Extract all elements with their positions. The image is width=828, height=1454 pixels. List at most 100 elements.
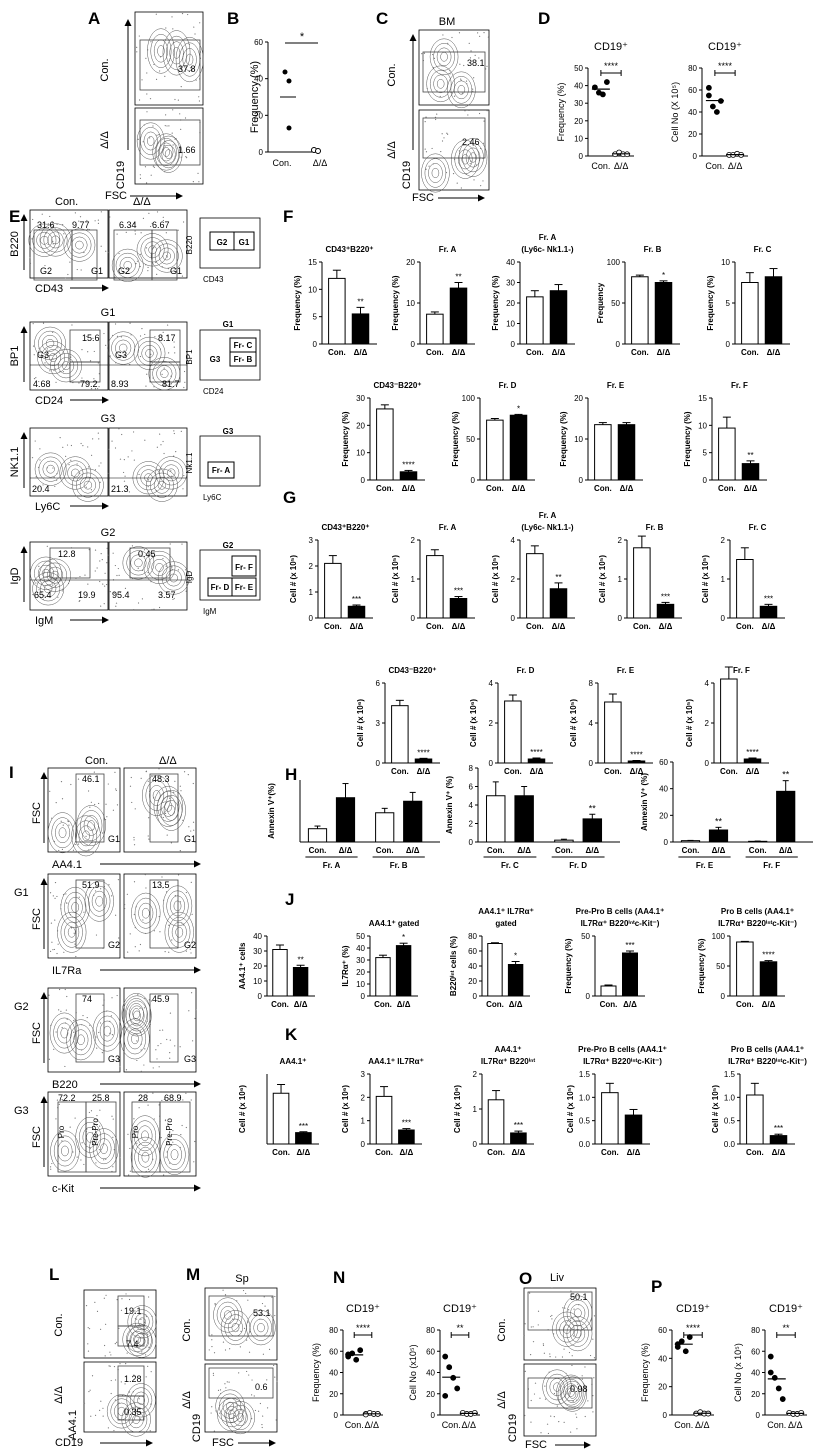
- gate: [527, 1377, 593, 1409]
- y-tick-label: 60: [254, 38, 263, 47]
- event-dot: [104, 1355, 106, 1357]
- event-dot: [61, 1098, 63, 1101]
- gate-value: 0.45: [138, 549, 156, 559]
- contour-line: [37, 340, 69, 375]
- event-dot: [62, 446, 64, 448]
- y-tick-label: 20: [574, 394, 583, 403]
- gate-value: 15.6: [82, 333, 100, 343]
- y-axis-label: B220ⁱⁿᵗ cells (%): [448, 936, 458, 996]
- chart-g-6: [382, 682, 440, 764]
- event-dot: [147, 780, 149, 782]
- row-gate-label: G1: [14, 887, 29, 899]
- col-label-dd: Δ/Δ: [133, 196, 151, 208]
- contour-line: [150, 34, 172, 68]
- event-dot: [107, 1427, 109, 1429]
- event-dot: [190, 1099, 192, 1101]
- gate-value: 2.46: [462, 137, 480, 147]
- event-dot: [124, 475, 126, 477]
- gate: [149, 879, 179, 949]
- contour-line: [126, 1326, 149, 1352]
- event-dot: [141, 328, 143, 330]
- event-dot: [134, 946, 136, 948]
- event-dot: [470, 160, 472, 162]
- event-dot: [64, 277, 67, 279]
- event-dot: [54, 919, 56, 921]
- event-dot: [139, 253, 141, 255]
- event-dot: [179, 1046, 181, 1048]
- event-dot: [157, 1045, 159, 1047]
- contour-plot: [28, 211, 109, 279]
- x-tick-label: Con.: [345, 1420, 364, 1430]
- event-dot: [473, 179, 475, 181]
- y-tick-label: 2: [511, 575, 516, 584]
- event-dot: [33, 377, 36, 380]
- y-tick-label: 2: [705, 719, 710, 728]
- data-point: [705, 92, 712, 99]
- event-dot: [534, 1382, 537, 1384]
- event-dot: [32, 323, 34, 325]
- contour-line: [429, 70, 452, 98]
- event-dot: [71, 324, 73, 326]
- event-dot: [140, 777, 142, 779]
- x-tick-label: Δ/Δ: [297, 1148, 311, 1157]
- event-dot: [52, 243, 54, 245]
- event-dot: [106, 547, 108, 549]
- event-dot: [85, 486, 87, 488]
- event-dot: [55, 479, 58, 481]
- event-dot: [524, 1370, 526, 1373]
- event-dot: [239, 1346, 241, 1348]
- significance-stars: **: [455, 273, 461, 282]
- event-dot: [264, 1305, 266, 1307]
- event-dot: [111, 440, 113, 442]
- y-axis-label: FSC: [31, 802, 43, 824]
- event-dot: [81, 349, 83, 351]
- chart-g-3: [517, 539, 575, 619]
- y-axis-label: Frequency (%): [311, 1343, 321, 1402]
- event-dot: [425, 168, 427, 170]
- event-dot: [53, 948, 56, 951]
- event-dot: [160, 1042, 162, 1045]
- data-point: [682, 1348, 689, 1355]
- contour-line: [41, 345, 66, 371]
- chart-n-frequency: [340, 1329, 383, 1418]
- contour-plot: [85, 1293, 157, 1358]
- contour-line: [134, 558, 143, 568]
- y-tick-label: 20: [253, 962, 262, 971]
- chart-j-3: [479, 935, 530, 997]
- event-dot: [59, 437, 61, 439]
- event-dot: [86, 219, 88, 222]
- event-dot: [76, 268, 78, 271]
- x-tick-label: Δ/Δ: [620, 484, 634, 493]
- event-dot: [185, 569, 187, 571]
- event-dot: [156, 134, 158, 136]
- y-tick-label: 20: [406, 258, 415, 267]
- chart-h-2: [475, 767, 620, 858]
- chart-k-1: [266, 1074, 319, 1145]
- contour-line: [231, 1323, 240, 1333]
- event-dot: [155, 1049, 157, 1051]
- event-dot: [97, 222, 100, 224]
- contour-line: [149, 785, 165, 806]
- x-axis-label: IL7Ra: [52, 965, 82, 977]
- event-dot: [109, 1020, 111, 1022]
- y-tick-label: 2: [489, 719, 494, 728]
- event-dot: [435, 118, 437, 121]
- event-dot: [129, 933, 131, 935]
- panel-letter-f: F: [283, 207, 293, 226]
- x-tick-label: Con.: [504, 767, 522, 776]
- x-tick-label: Con.: [720, 767, 738, 776]
- event-dot: [275, 1419, 277, 1421]
- y-tick-label: 80: [751, 1326, 760, 1335]
- event-dot: [170, 842, 172, 844]
- x-tick-label: Δ/Δ: [627, 1148, 641, 1157]
- event-dot: [136, 1033, 138, 1036]
- gate-cd19: [422, 117, 486, 159]
- event-dot: [88, 549, 90, 551]
- event-dot: [158, 768, 160, 770]
- event-dot: [100, 245, 102, 247]
- event-dot: [88, 1390, 90, 1393]
- event-dot: [109, 216, 111, 218]
- event-dot: [131, 450, 133, 452]
- chart-f-7: [477, 397, 535, 481]
- event-dot: [112, 552, 114, 554]
